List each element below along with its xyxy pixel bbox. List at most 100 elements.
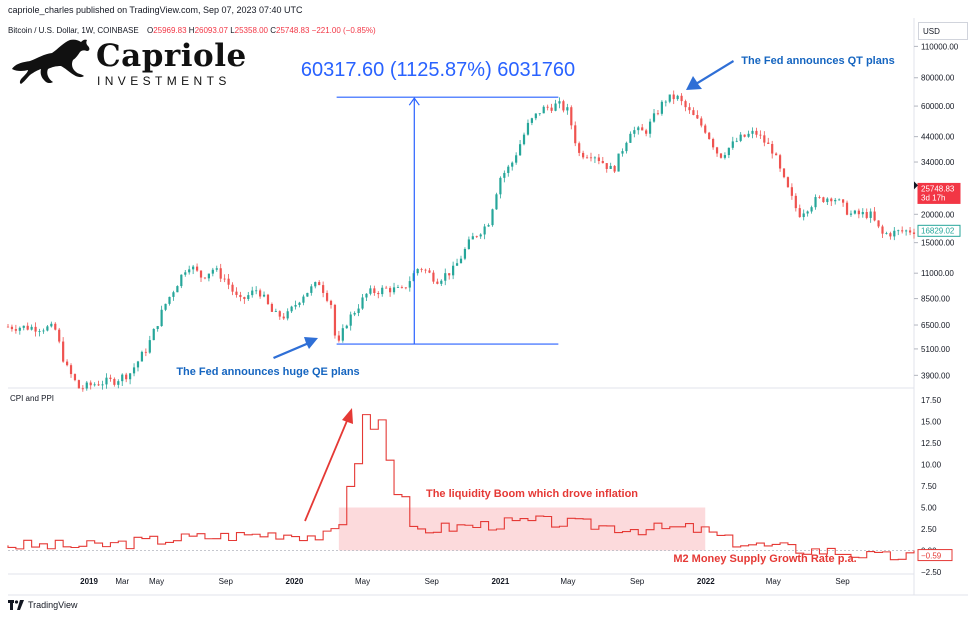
candle-body [755, 130, 758, 135]
candle-body [621, 151, 624, 154]
main-legend: Bitcoin / U.S. Dollar, 1W, COINBASE O259… [8, 26, 376, 35]
candle-body [369, 288, 372, 294]
candle-body [613, 165, 616, 172]
candle-body [349, 314, 352, 326]
candle-body [207, 273, 210, 279]
candle-body [140, 351, 144, 362]
candle-body [605, 163, 608, 169]
ohlc-c-label: C [270, 26, 277, 35]
candle-body [483, 226, 486, 235]
candle-body [416, 268, 419, 274]
candle-body [365, 293, 368, 298]
candle-body [637, 127, 640, 131]
x-tick-label: 2020 [286, 577, 304, 586]
candle-body [578, 143, 581, 153]
candle-body [574, 125, 577, 144]
candle-body [507, 166, 510, 173]
candle-body [38, 331, 41, 332]
candle-body [582, 152, 585, 158]
m2-growth-line [7, 414, 915, 561]
indicator-y-tick-label: −2.50 [921, 568, 942, 577]
ohlc-o: 25969.83 [153, 26, 187, 35]
x-tick-label: 2019 [80, 577, 98, 586]
candle-body [109, 377, 112, 379]
candle-body [203, 277, 207, 279]
candle-body [6, 326, 10, 328]
candle-body [889, 233, 892, 237]
candle-body [841, 199, 845, 203]
candle-body [771, 143, 774, 154]
x-tick-label: Sep [425, 577, 440, 586]
candle-body [168, 296, 171, 304]
ohlc-o-label: O [146, 26, 154, 35]
candle-body [73, 374, 77, 381]
candle-body [881, 226, 884, 234]
candle-body [589, 157, 593, 159]
candle-body [530, 118, 534, 123]
candle-body [424, 269, 427, 271]
ohlc-h-label: H [188, 26, 195, 35]
candle-body [270, 304, 274, 312]
candle-body [428, 270, 431, 273]
y-tick-label: 44000.00 [921, 133, 955, 142]
candle-body [125, 374, 128, 380]
candle-body [310, 286, 313, 293]
candle-body [46, 326, 49, 331]
candle-body [518, 144, 522, 156]
candle-body [715, 147, 719, 154]
candle-body [751, 130, 754, 134]
candle-body [696, 115, 699, 119]
tradingview-brand: TradingView [28, 600, 78, 610]
candle-body [440, 280, 443, 284]
candle-body [629, 133, 632, 143]
candle-body [361, 297, 364, 309]
candle-body [345, 325, 348, 329]
candle-body [101, 384, 104, 386]
candle-body [566, 107, 569, 111]
candle-body [274, 311, 277, 312]
candle-body [136, 361, 140, 368]
candle-body [251, 290, 254, 296]
y-tick-label: 5100.00 [921, 345, 950, 354]
candle-body [314, 282, 317, 287]
x-tick-label: 2021 [491, 577, 509, 586]
candle-body [34, 326, 37, 332]
candle-body [89, 382, 92, 386]
candle-body [113, 378, 116, 385]
candle-body [42, 330, 45, 332]
ohlc-l-label: L [230, 26, 235, 35]
candle-body [499, 177, 502, 195]
y-tick-label: 80000.00 [921, 74, 955, 83]
candle-body [255, 290, 258, 292]
logo-subtitle: INVESTMENTS [97, 74, 231, 88]
candle-body [58, 329, 61, 342]
rise-arrow-head [342, 408, 353, 424]
candle-body [652, 113, 656, 122]
qt-annotation: The Fed announces QT plans [741, 55, 894, 67]
candle-body [444, 273, 447, 281]
ohlc-l: 25358.00 [234, 26, 269, 35]
candle-body [660, 101, 663, 114]
liquidity-boom-shade [338, 507, 706, 551]
candle-body [648, 121, 652, 134]
indicator-value-label: −0.59 [921, 552, 942, 561]
candle-body [645, 130, 648, 134]
candle-body [723, 155, 727, 158]
candle-body [132, 367, 136, 374]
y-tick-label: 15000.00 [921, 239, 955, 248]
candle-body [534, 113, 537, 119]
candle-body [192, 266, 195, 270]
candle-body [452, 265, 455, 276]
candle-body [818, 197, 821, 198]
price-tag [917, 182, 961, 204]
candle-body [463, 249, 467, 259]
candle-body [121, 374, 124, 382]
candle-body [802, 213, 805, 218]
candle-body [668, 94, 671, 102]
candle-body [392, 287, 396, 293]
candle-body [459, 258, 463, 264]
candle-body [692, 110, 695, 116]
candle-body [554, 103, 557, 111]
x-tick-label: Sep [835, 577, 850, 586]
currency-selector[interactable]: USD [918, 22, 968, 40]
